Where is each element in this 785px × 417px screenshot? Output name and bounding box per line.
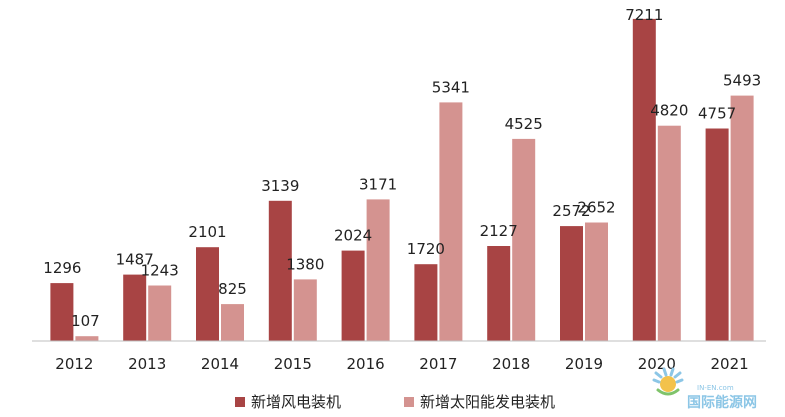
value-label-wind-2018: 2127 [480,222,518,240]
value-label-solar-2017: 5341 [432,78,470,96]
bar-wind-2019 [560,226,583,341]
bar-wind-2015 [268,200,292,341]
bar-solar-2017 [439,102,463,342]
value-label-wind-2013: 1487 [116,251,154,269]
x-tick-label-2012: 2012 [55,355,93,373]
bar-wind-2016 [341,250,365,341]
value-label-solar-2014: 825 [218,280,247,298]
x-tick-label-2018: 2018 [492,355,530,373]
value-label-wind-2020: 7211 [625,6,663,24]
bar-solar-2014 [221,304,244,341]
value-label-wind-2019: 2572 [552,202,590,220]
bar-wind-2021 [705,128,729,341]
legend-label-wind: 新增风电装机 [251,393,341,411]
legend-swatch-wind [235,397,245,407]
x-tick-label-2019: 2019 [565,355,603,373]
watermark: IN-EN.com 国际能源网 [652,367,757,411]
value-label-solar-2013: 1243 [141,262,179,280]
bars-layer [50,18,754,342]
x-tick-label-2016: 2016 [347,355,385,373]
x-tick-label-2020: 2020 [638,355,676,373]
value-label-wind-2014: 2101 [188,223,226,241]
bar-solar-2021 [730,95,754,341]
value-label-solar-2020: 4820 [650,102,688,120]
bar-wind-2014 [196,247,219,341]
value-label-wind-2021: 4757 [698,105,736,123]
value-label-solar-2012: 107 [71,312,100,330]
value-label-solar-2015: 1380 [286,255,324,273]
watermark-text: 国际能源网 [687,394,757,411]
value-label-solar-2016: 3171 [359,175,397,193]
value-label-wind-2016: 2024 [334,227,372,245]
bar-wind-2013 [123,274,147,341]
value-label-solar-2021: 5493 [723,72,761,90]
legend-label-solar: 新增太阳能发电装机 [420,393,555,411]
bar-solar-2019 [585,222,608,341]
value-label-wind-2017: 1720 [407,240,445,258]
bar-wind-2018 [487,246,511,341]
bar-solar-2015 [293,279,317,341]
sun-logo-icon [652,367,684,396]
x-tick-label-2015: 2015 [274,355,312,373]
value-label-wind-2015: 3139 [261,177,299,195]
x-tick-labels: 2012 2013 2014 2015 2016 2017 2018 2019 2020 2021 [55,355,748,373]
bar-solar-2013 [148,285,172,341]
value-label-wind-2012: 1296 [43,259,81,277]
x-tick-label-2013: 2013 [128,355,166,373]
bar-wind-2020 [632,18,656,342]
legend-swatch-solar [404,397,414,407]
x-tick-label-2014: 2014 [201,355,239,373]
value-label-solar-2019: 2652 [577,199,615,217]
x-tick-label-2021: 2021 [711,355,749,373]
bar-solar-2020 [657,125,681,341]
bar-solar-2018 [512,138,536,341]
bar-solar-2016 [366,199,390,341]
bar-wind-2012 [50,283,74,341]
watermark-domain: IN-EN.com [697,384,734,392]
bar-wind-2017 [414,264,438,341]
x-tick-label-2017: 2017 [419,355,457,373]
legend: 新增风电装机 新增太阳能发电装机 [235,393,555,411]
bar-solar-2012 [75,336,99,341]
value-label-solar-2018: 4525 [505,115,543,133]
